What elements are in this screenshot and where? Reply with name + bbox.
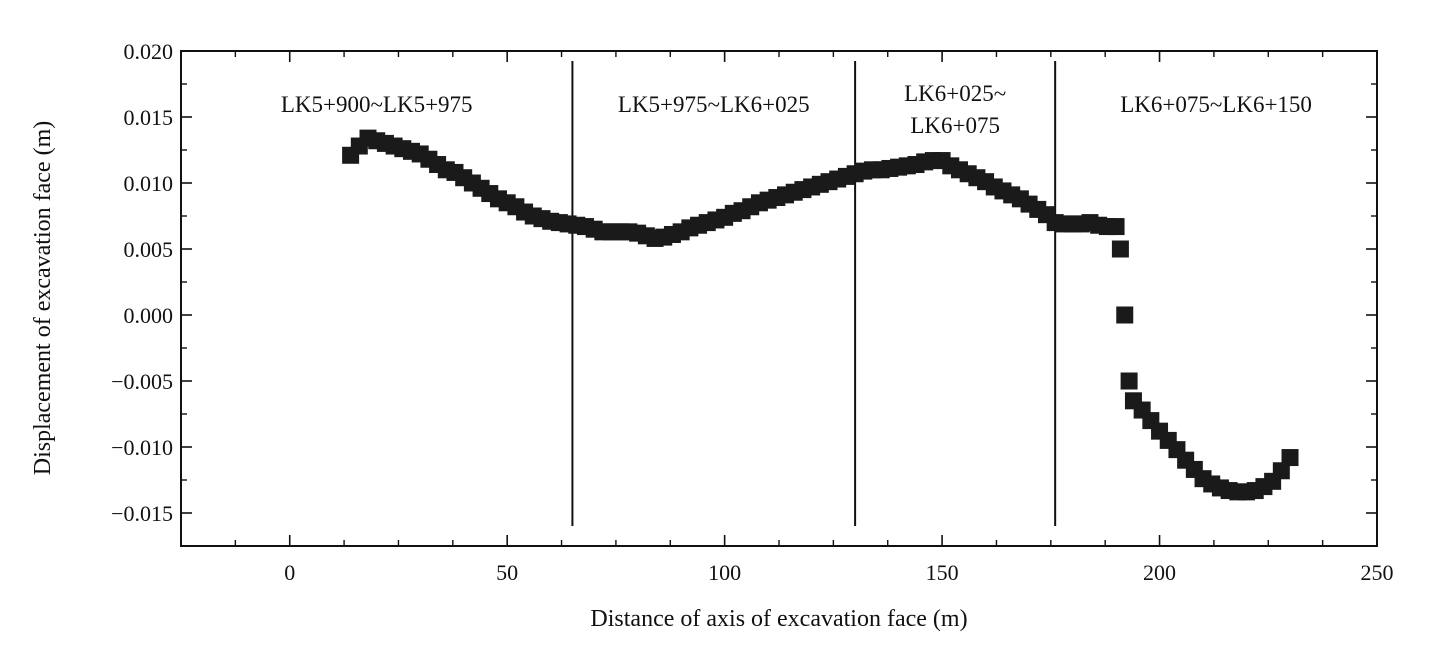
x-axis-title: Distance of axis of excavation face (m) [590, 606, 967, 632]
y-tick-label: 0.005 [124, 237, 174, 262]
y-axis-title: Displacement of excavation face (m) [30, 121, 56, 476]
x-tick-label: 200 [1143, 560, 1176, 585]
data-point [1116, 306, 1134, 324]
section-label: LK6+075~LK6+150 [1120, 92, 1312, 117]
y-tick-label: 0.000 [124, 303, 174, 328]
x-tick-label: 50 [496, 560, 518, 585]
section-labels: LK5+900~LK5+975 LK5+975~LK6+025 LK6+025~ LK… [281, 81, 1312, 138]
y-tick-label: −0.015 [111, 501, 173, 526]
plot-frame [180, 50, 1378, 547]
data-point [1120, 372, 1138, 390]
y-tick-labels: 0.020 0.015 0.010 0.005 0.000 −0.005 −0.010 −0.… [111, 39, 173, 526]
data-point [1107, 218, 1125, 236]
data-point [1272, 462, 1290, 480]
section-label: LK5+900~LK5+975 [281, 92, 473, 117]
x-tick-label: 0 [284, 560, 295, 585]
y-tick-label: 0.015 [124, 105, 174, 130]
y-tick-label: −0.005 [111, 369, 173, 394]
y-tick-label: 0.010 [124, 171, 174, 196]
y-tick-label: −0.010 [111, 435, 173, 460]
section-label: LK5+975~LK6+025 [618, 92, 810, 117]
x-tick-labels: 0 50 100 150 200 250 [284, 560, 1393, 585]
data-point [1281, 449, 1299, 467]
data-point [1111, 240, 1129, 258]
x-tick-label: 100 [708, 560, 741, 585]
section-label: LK6+025~ LK6+075 [904, 81, 1006, 138]
y-tick-label: 0.020 [124, 39, 174, 64]
x-tick-label: 250 [1361, 560, 1394, 585]
x-tick-label: 150 [926, 560, 959, 585]
data-points [342, 129, 1299, 501]
section-dividers [571, 61, 1057, 526]
